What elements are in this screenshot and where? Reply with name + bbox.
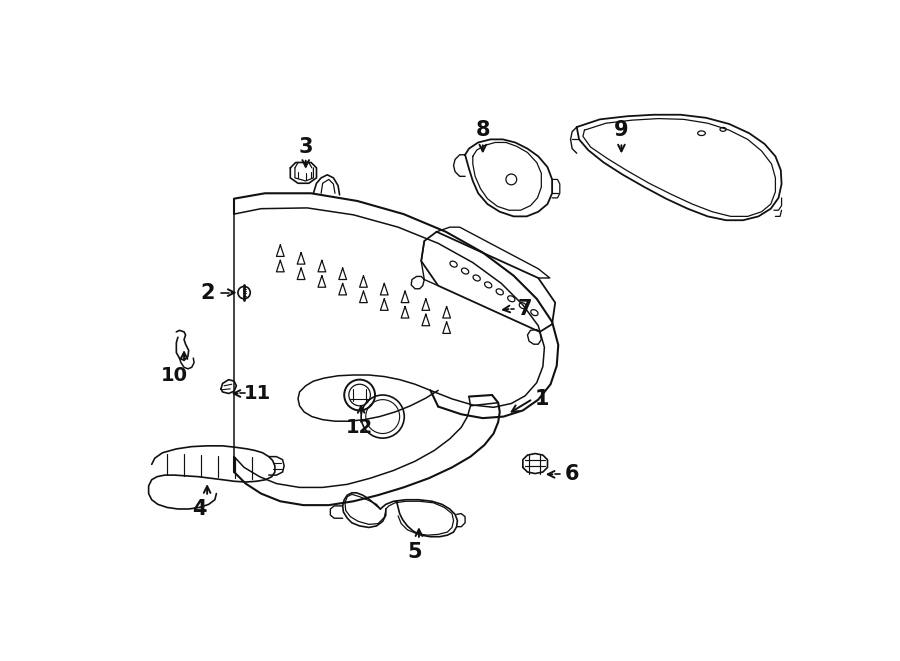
Text: 4: 4	[193, 499, 207, 519]
Text: 1: 1	[535, 389, 549, 409]
Text: 7: 7	[518, 299, 532, 319]
Text: 6: 6	[565, 464, 580, 485]
Text: 2: 2	[200, 283, 214, 303]
Text: 3: 3	[299, 137, 313, 157]
Text: 8: 8	[475, 120, 491, 140]
Text: 9: 9	[614, 120, 629, 140]
Text: 11: 11	[244, 384, 271, 403]
Text: 12: 12	[346, 418, 374, 437]
Text: 5: 5	[408, 542, 422, 562]
Text: 10: 10	[161, 366, 188, 385]
